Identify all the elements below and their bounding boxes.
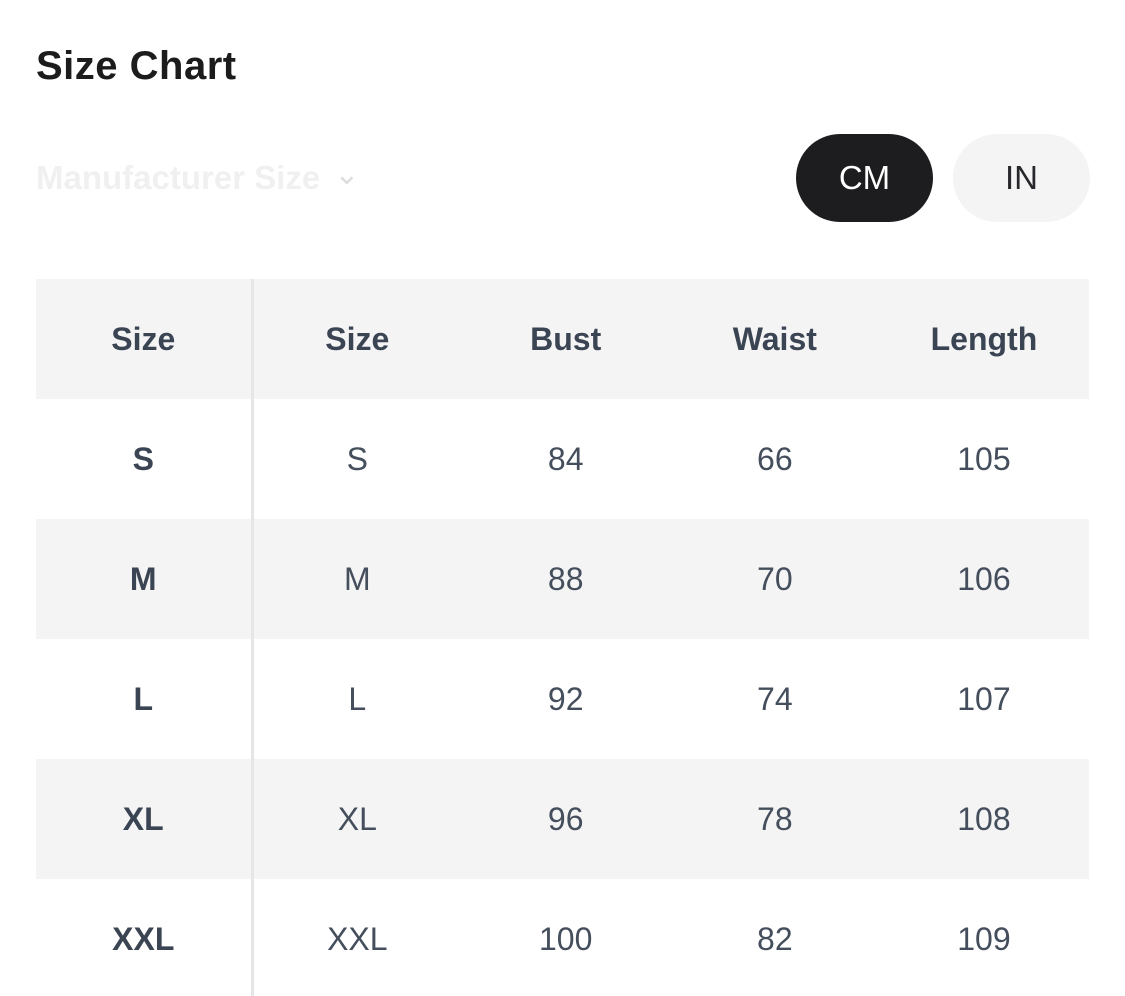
value-cell: M: [252, 519, 462, 639]
in-toggle-button[interactable]: IN: [953, 134, 1090, 222]
table-row: XL XL 96 78 108: [36, 759, 1089, 879]
table-row: L L 92 74 107: [36, 639, 1089, 759]
row-size-cell: XL: [36, 759, 254, 879]
value-cell: 92: [547, 680, 584, 717]
table-row: M M 88 70 106: [36, 519, 1089, 639]
value-cell: 96: [461, 759, 671, 879]
value-cell: 109: [957, 920, 1011, 957]
manufacturer-size-dropdown[interactable]: Manufacturer Size ⌄: [36, 157, 360, 197]
value-cell: 100: [538, 920, 593, 957]
value-cell: L: [348, 680, 367, 717]
value-cell: 88: [461, 519, 671, 639]
table-row: XXL XXL 100 82 109: [36, 879, 1089, 996]
value-cell: 108: [879, 759, 1089, 879]
column-header-bust: Bust: [461, 279, 671, 399]
row-size-cell: S: [36, 399, 254, 519]
row-size-cell: L: [36, 639, 254, 759]
row-size-cell: XXL: [36, 879, 254, 996]
table-header-row: Size Size Bust Waist Length: [36, 279, 1089, 399]
manufacturer-size-label: Manufacturer Size: [36, 159, 321, 196]
value-cell: 105: [957, 440, 1011, 477]
value-cell: 74: [757, 680, 793, 717]
unit-toggle: CM IN: [796, 134, 1090, 222]
column-header-length: Length: [879, 279, 1089, 399]
value-cell: XXL: [327, 920, 388, 957]
value-cell: 78: [670, 759, 880, 879]
chevron-down-icon: ⌄: [334, 157, 360, 191]
column-header-size: Size: [36, 279, 254, 399]
row-size-cell: M: [36, 519, 254, 639]
value-cell: 106: [879, 519, 1089, 639]
value-cell: 70: [670, 519, 880, 639]
value-cell: 82: [757, 920, 793, 957]
table-row: S S 84 66 105: [36, 399, 1089, 519]
value-cell: S: [346, 440, 368, 477]
controls-row: Manufacturer Size ⌄ CM IN: [36, 134, 1090, 222]
value-cell: 66: [757, 440, 793, 477]
cm-toggle-button[interactable]: CM: [796, 134, 933, 222]
value-cell: XL: [252, 759, 462, 879]
column-header-size-2: Size: [252, 279, 462, 399]
value-cell: 84: [547, 440, 584, 477]
size-table: Size Size Bust Waist Length S S 84 66 105 M M 8…: [36, 279, 1090, 996]
column-header-waist: Waist: [670, 279, 880, 399]
page-title: Size Chart: [36, 44, 237, 88]
value-cell: 107: [957, 680, 1011, 717]
